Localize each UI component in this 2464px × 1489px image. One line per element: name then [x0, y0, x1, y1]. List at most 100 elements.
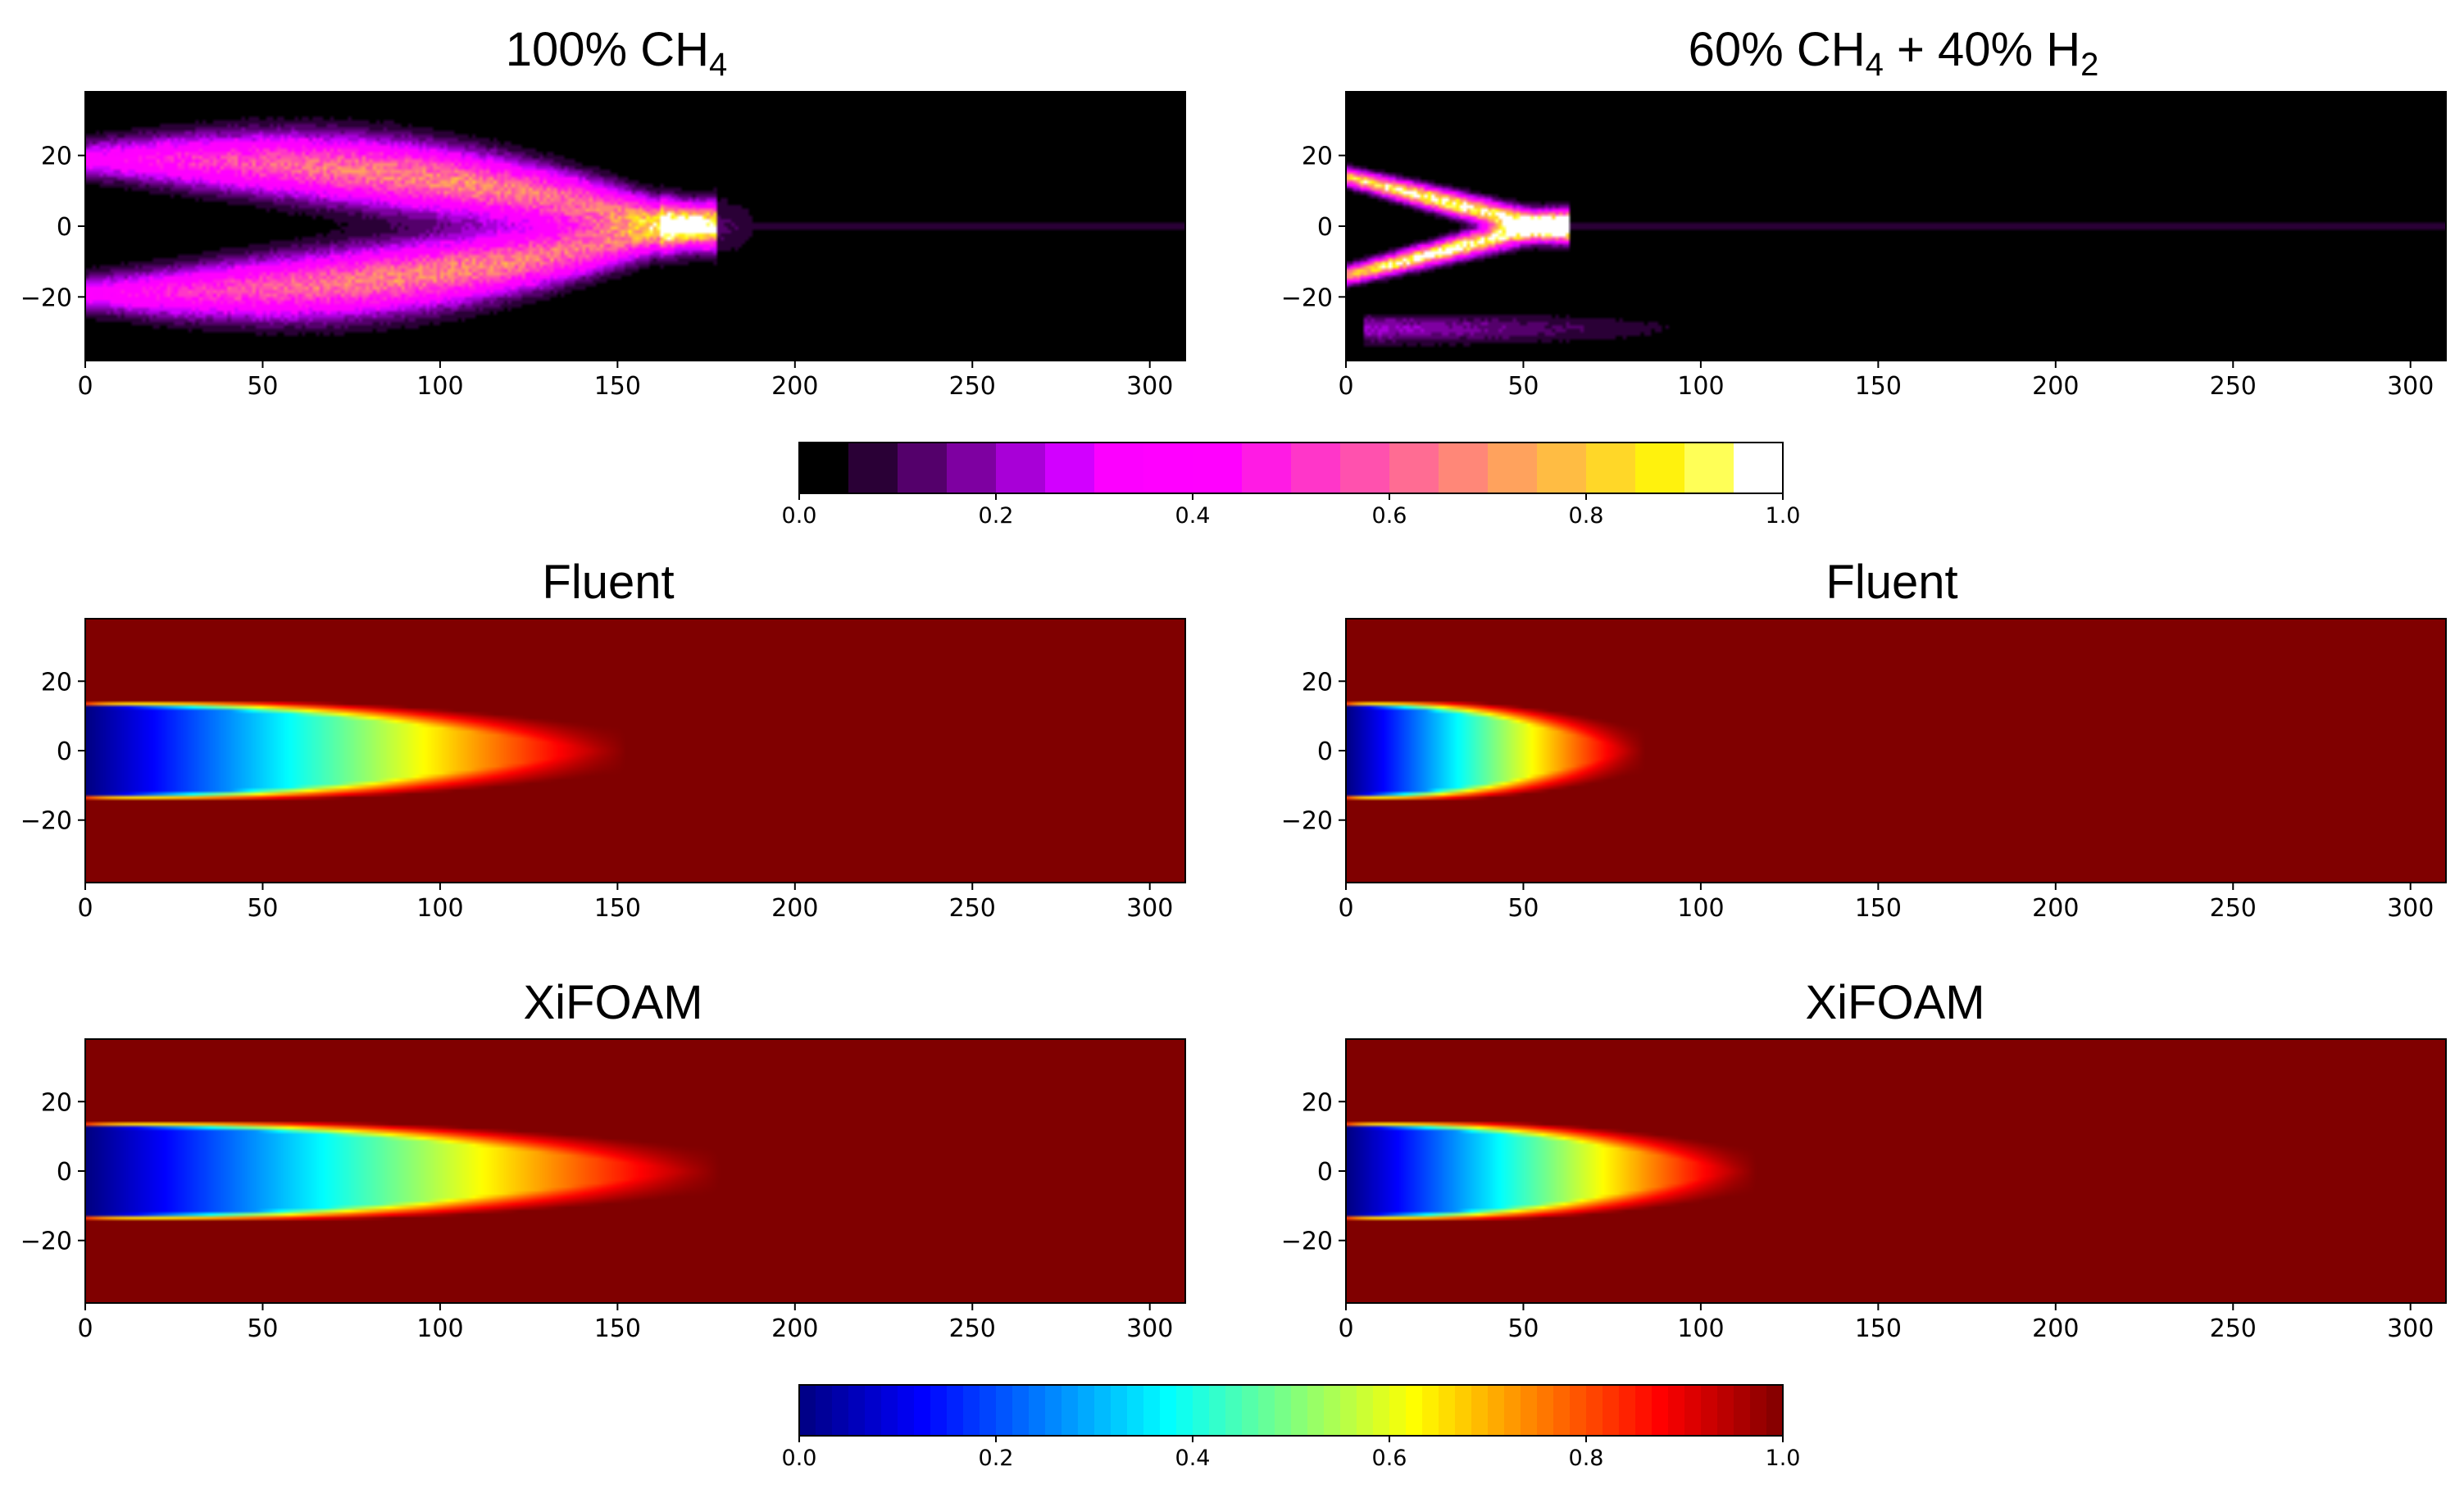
- colorbar-level: [1045, 1385, 1062, 1436]
- y-tick-label: 20: [41, 1088, 72, 1117]
- y-tick-label: −20: [1281, 807, 1333, 836]
- x-tick-label: 300: [1126, 894, 1173, 923]
- panel-title: 60% CH4 + 40% H2: [1689, 23, 2099, 83]
- colorbar-level: [996, 443, 1046, 493]
- colorbar-level: [1439, 443, 1489, 493]
- x-tick-label: 0: [77, 1314, 93, 1343]
- colorbar-tick-label: 1.0: [1766, 1446, 1801, 1471]
- x-tick-label: 200: [2032, 1314, 2079, 1343]
- colorbar-level: [865, 1385, 882, 1436]
- panel-title: 100% CH4: [506, 23, 727, 83]
- x-tick-label: 50: [247, 894, 278, 923]
- colorbar-level: [1193, 1385, 1210, 1436]
- x-tick-label: 200: [2032, 894, 2079, 923]
- colorbar-level: [1291, 1385, 1308, 1436]
- colorbar-level: [832, 1385, 849, 1436]
- colorbars: 0.0 0.2 0.4 0.6 0.8 1.0 0.0 0.2 0.4 0.6 0.8 1.0: [782, 442, 1801, 1471]
- y-tick-label: 20: [1302, 143, 1333, 171]
- x-tick-label: 300: [2387, 372, 2434, 401]
- colorbar-level: [1176, 1385, 1193, 1436]
- heatmap-image: [1346, 619, 2446, 883]
- colorbar-level: [1209, 1385, 1226, 1436]
- x-tick-label: 150: [1855, 1314, 1902, 1343]
- x-tick-label: 300: [2387, 894, 2434, 923]
- x-tick-label: 200: [2032, 372, 2079, 401]
- colorbar-tick-label: 0.0: [782, 1446, 817, 1471]
- colorbar-frame: [798, 442, 1784, 494]
- colorbar-tick-label: 0.8: [1569, 1446, 1604, 1471]
- heatmap-image: [85, 92, 1185, 361]
- panel-title: Fluent: [542, 556, 674, 609]
- colorbar-level: [799, 1385, 816, 1436]
- colorbar-level: [1389, 443, 1439, 493]
- colorbar-level: [1734, 1385, 1751, 1436]
- colorbar-level: [1258, 1385, 1275, 1436]
- x-tick-label: 200: [771, 1314, 818, 1343]
- colorbar-level: [1094, 443, 1144, 493]
- x-tick-label: 300: [2387, 1314, 2434, 1343]
- colorbar-level: [947, 1385, 964, 1436]
- y-tick-label: −20: [20, 807, 72, 836]
- colorbar-level: [1570, 1385, 1587, 1436]
- colorbar-level: [980, 1385, 997, 1436]
- x-tick-label: 0: [1338, 894, 1353, 923]
- x-tick-label: 150: [594, 1314, 641, 1343]
- colorbar-level: [1553, 1385, 1571, 1436]
- colorbar-level: [1717, 1385, 1734, 1436]
- y-tick-label: 0: [1317, 1158, 1333, 1187]
- y-tick-label: 0: [1317, 738, 1333, 766]
- title-main: XiFOAM: [523, 976, 702, 1029]
- x-tick-label: 150: [594, 372, 641, 401]
- colorbar-level: [1357, 1385, 1374, 1436]
- colorbar-level: [1242, 443, 1292, 493]
- colorbar-tick-label: 1.0: [1766, 503, 1801, 529]
- colorbar-level: [1275, 1385, 1292, 1436]
- title-subscript-2: 2: [2080, 47, 2098, 83]
- colorbar-level: [1373, 1385, 1390, 1436]
- colorbar-level: [1603, 1385, 1620, 1436]
- title-main: 100% CH: [506, 23, 709, 76]
- y-tick-label: 0: [57, 1158, 72, 1187]
- panel-title: XiFOAM: [523, 976, 702, 1029]
- colorbar-level: [848, 1385, 866, 1436]
- x-tick-label: 300: [1126, 1314, 1173, 1343]
- colorbar-tick-label: 0.4: [1175, 1446, 1211, 1471]
- colorbar-tick-label: 0.6: [1372, 503, 1407, 529]
- x-tick-label: 250: [2210, 894, 2257, 923]
- title-main: 60% CH: [1689, 23, 1866, 76]
- heatmap-image: [85, 1039, 1185, 1303]
- x-tick-label: 100: [416, 1314, 463, 1343]
- x-tick-label: 150: [1855, 894, 1902, 923]
- x-tick-label: 150: [594, 894, 641, 923]
- y-tick-label: −20: [20, 1228, 72, 1256]
- colorbar-level: [1537, 1385, 1554, 1436]
- title-tail: + 40% H: [1884, 23, 2080, 76]
- colorbar-level: [898, 1385, 915, 1436]
- colorbar-level: [1455, 1385, 1472, 1436]
- y-tick-label: −20: [20, 284, 72, 312]
- colorbar-tick-label: 0.4: [1175, 503, 1211, 529]
- colorbar-level: [1160, 1385, 1177, 1436]
- colorbar-level: [1521, 1385, 1538, 1436]
- colorbar-level: [1701, 1385, 1718, 1436]
- colorbar-level: [1488, 1385, 1505, 1436]
- colorbar-level: [1225, 1385, 1243, 1436]
- colorbar-level: [1094, 1385, 1112, 1436]
- x-tick-label: 250: [2210, 372, 2257, 401]
- colorbar-level: [1734, 443, 1784, 493]
- y-tick-label: −20: [1281, 284, 1333, 312]
- colorbar-level: [898, 443, 948, 493]
- x-tick-label: 250: [949, 1314, 996, 1343]
- colorbar-level: [1586, 443, 1636, 493]
- x-tick-label: 50: [247, 372, 278, 401]
- colorbar-level: [1143, 1385, 1161, 1436]
- colorbar-level: [1504, 1385, 1521, 1436]
- colorbar-level: [816, 1385, 833, 1436]
